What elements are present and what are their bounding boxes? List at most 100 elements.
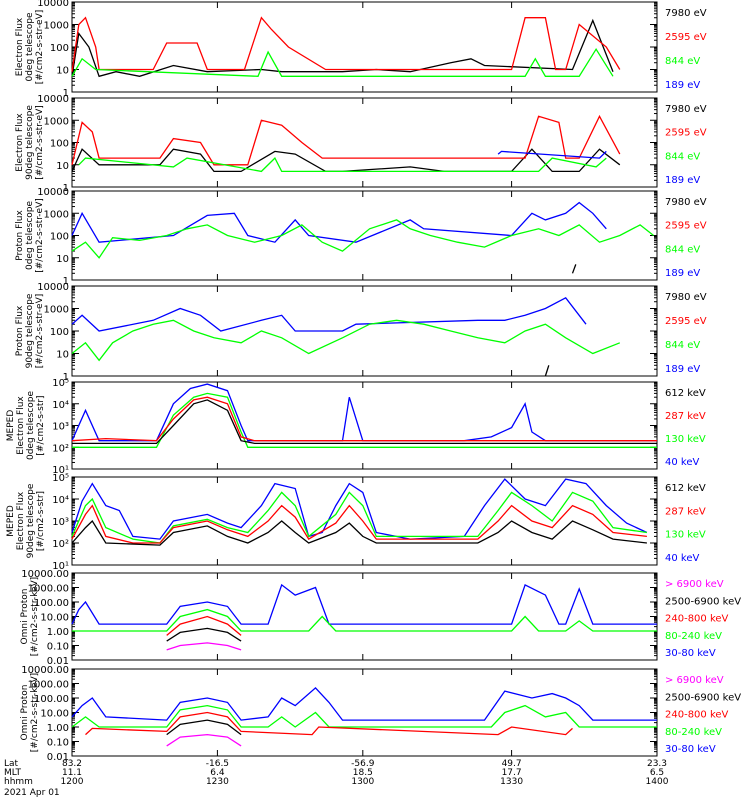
y-tick-label: 10² <box>52 539 69 550</box>
legend-entry: 189 eV <box>665 175 700 186</box>
legend-entry: 40 keV <box>665 553 699 564</box>
y-tick-label: 10 <box>56 254 69 265</box>
x-tick-mlt: 17.7 <box>502 768 522 778</box>
panel-frame <box>71 285 658 377</box>
y-tick-label: 0.01 <box>47 656 69 667</box>
legend-entry: 287 keV <box>665 411 706 422</box>
x-tick-hhmm: 1300 <box>351 777 374 787</box>
legend-entry: 130 keV <box>665 434 706 445</box>
legend-entry: 612 keV <box>665 483 706 494</box>
legend-entry: 844 eV <box>665 340 700 351</box>
legend-entry: 7980 eV <box>665 8 707 19</box>
panel-frame <box>71 668 658 757</box>
y-axis-label: Electron Flux <box>16 396 26 455</box>
y-tick-label: 10000 <box>37 282 69 293</box>
y-axis-label: Omni Proton <box>20 685 30 741</box>
y-tick-label: 0.01 <box>47 752 69 763</box>
legend-entry: 30-80 keV <box>665 744 716 755</box>
legend-entry: 287 keV <box>665 506 706 517</box>
legend-entry: 7980 eV <box>665 292 707 303</box>
y-tick-label: 10 <box>56 161 69 172</box>
series-line-1 <box>71 201 607 243</box>
x-tick-lat: 83.2 <box>62 759 82 769</box>
y-tick-label: 1000 <box>44 21 69 32</box>
y-axis-label: [#/cm2-s-str-eV] <box>35 105 45 180</box>
series-line-1 <box>71 478 648 540</box>
legend-entry: 7980 eV <box>665 197 707 208</box>
x-tick-mlt: 18.5 <box>353 768 373 778</box>
series-line-1 <box>71 18 614 78</box>
y-tick-label: 0.10 <box>47 642 69 653</box>
y-tick-label: 10000 <box>37 0 69 9</box>
y-tick-label: 10000 <box>37 94 69 105</box>
series-line-3 <box>571 264 577 274</box>
x-tick-mlt: 6.4 <box>210 768 225 778</box>
series-line-3 <box>78 157 607 173</box>
series-line-1 <box>71 148 621 173</box>
y-axis-label: [#/cm2-s-str-eV] <box>35 198 45 273</box>
x-tick-lat: 23.3 <box>647 759 667 769</box>
series-line-3 <box>71 504 647 544</box>
series-line-3 <box>71 47 614 77</box>
y-tick-label: 0.10 <box>47 738 69 749</box>
y-tick-label: 100.00 <box>34 694 69 705</box>
y-axis-label: 90deg telescope <box>26 483 36 558</box>
y-axis-label: [#/cm2-s-str-eV] <box>35 294 45 369</box>
y-axis-label: Electron Flux <box>15 113 25 172</box>
panel-frame <box>71 476 658 566</box>
y-axis-label: 0deg telescope <box>25 201 35 271</box>
y-tick-label: 10⁵ <box>52 473 69 484</box>
y-tick-label: 10³ <box>52 422 69 433</box>
series-line-2 <box>71 704 657 728</box>
y-tick-label: 100 <box>50 327 69 338</box>
y-axis-label: 90deg telescope <box>25 105 35 180</box>
y-axis-label: [#/cm2-s-str-keV] <box>30 577 40 656</box>
y-tick-label: 10000.00 <box>21 665 69 676</box>
x-tick-lat: 49.7 <box>502 759 522 769</box>
legend-entry: 30-80 keV <box>665 648 716 659</box>
y-tick-label: 10000 <box>37 187 69 198</box>
x-tick-mlt: 6.5 <box>650 768 664 778</box>
legend-entry: 844 eV <box>665 244 700 255</box>
legend-entry: > 6900 keV <box>665 675 724 686</box>
y-tick-label: 1000.00 <box>28 584 69 595</box>
y-tick-label: 10¹ <box>52 465 69 476</box>
y-axis-label: Proton Flux <box>15 210 25 261</box>
y-tick-label: 10 <box>56 350 69 361</box>
y-tick-label: 1 <box>63 88 69 99</box>
series-line-4 <box>497 150 607 159</box>
legend-entry: 2500-6900 keV <box>665 692 741 703</box>
x-tick-hhmm: 1400 <box>646 777 669 787</box>
y-tick-label: 1 <box>63 276 69 287</box>
y-tick-label: 1 <box>63 372 69 383</box>
panel-8: 0.01 0.10 1.00 10.00 100.00 1000.00 10000.00 Om… <box>20 665 741 763</box>
y-axis-label: MEPED <box>6 410 16 442</box>
legend-entry: 844 eV <box>665 56 700 67</box>
y-tick-label: 1000.00 <box>28 680 69 691</box>
y-tick-label: 10⁴ <box>52 400 69 411</box>
series-line-4 <box>71 519 647 546</box>
x-row-label: hhmm <box>4 777 33 787</box>
panel-4: 1 10 100 1000 10000 Proton Flux 90deg telescop… <box>15 282 707 383</box>
x-tick-mlt: 11.1 <box>62 768 82 778</box>
series-line-1 <box>71 383 657 442</box>
legend-entry: > 6900 keV <box>665 579 724 590</box>
y-tick-label: 10⁴ <box>52 495 69 506</box>
legend-entry: 40 keV <box>665 457 699 468</box>
series-line-2 <box>71 114 621 166</box>
legend-entry: 130 keV <box>665 530 706 541</box>
series-line-3 <box>85 711 573 736</box>
y-axis-label: [#/cm2-s-str-eV] <box>35 10 45 85</box>
y-tick-label: 10⁵ <box>52 378 69 389</box>
legend-entry: 844 eV <box>665 151 700 162</box>
x-tick-hhmm: 1230 <box>206 777 229 787</box>
y-tick-label: 1000 <box>44 305 69 316</box>
y-tick-label: 10000.00 <box>21 569 69 580</box>
series-line-5 <box>166 642 242 651</box>
panel-frame <box>71 190 658 281</box>
y-axis-label: MEPED <box>6 505 16 537</box>
series-line-1 <box>71 686 657 721</box>
y-axis-label: 0deg telescope <box>26 391 36 461</box>
y-tick-label: 1.00 <box>47 627 69 638</box>
